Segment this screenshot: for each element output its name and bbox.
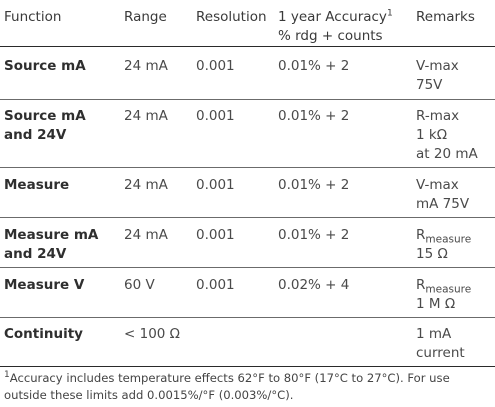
- header-accuracy-footnote-marker: 1: [386, 8, 393, 19]
- row-range: 60 V: [124, 277, 155, 293]
- row-divider: [0, 167, 495, 168]
- table-header: Function Range Resolution 1 year Accurac…: [0, 0, 495, 46]
- row-function: Measure V: [4, 277, 85, 293]
- header-accuracy-units: % rdg + counts: [278, 28, 383, 44]
- header-range: Range: [124, 9, 167, 25]
- row-range: 24 mA: [124, 108, 168, 124]
- row-function: Measure: [4, 177, 70, 193]
- row-range: 24 mA: [124, 58, 168, 74]
- header-resolution: Resolution: [196, 9, 267, 25]
- footnote-text-line1: Accuracy includes temperature effects 62…: [9, 371, 450, 385]
- row-remarks-line1: Rmeasure: [416, 226, 471, 245]
- row-function-line2: and 24V: [4, 246, 67, 262]
- header-accuracy-text: 1 year Accuracy: [278, 9, 387, 25]
- row-function-line2: and 24V: [4, 127, 67, 143]
- row-remarks-line1: V-max: [416, 177, 459, 193]
- row-function-line1: Measure mA: [4, 227, 99, 243]
- footnote-line1: 1Accuracy includes temperature effects 6…: [4, 370, 492, 387]
- row-divider: [0, 99, 495, 100]
- header-divider: [0, 46, 495, 47]
- row-accuracy: 0.01% + 2: [278, 108, 350, 124]
- row-remarks-line1: 1 mA: [416, 326, 452, 342]
- row-resolution: 0.001: [196, 277, 235, 293]
- header-function: Function: [4, 9, 62, 25]
- row-resolution: 0.001: [196, 58, 235, 74]
- remarks-r-symbol: R: [416, 227, 426, 243]
- row-accuracy: 0.01% + 2: [278, 227, 350, 243]
- row-remarks-line2: current: [416, 345, 465, 361]
- row-remarks-line3: at 20 mA: [416, 146, 478, 162]
- row-remarks-line2: 75V: [416, 77, 443, 93]
- row-divider: [0, 267, 495, 268]
- remarks-r-symbol: R: [416, 277, 426, 293]
- row-remarks-line1: V-max: [416, 58, 459, 74]
- row-remarks-line1: Rmeasure: [416, 276, 471, 295]
- header-accuracy: 1 year Accuracy1: [278, 8, 393, 27]
- row-accuracy: 0.01% + 2: [278, 58, 350, 74]
- footnote: 1Accuracy includes temperature effects 6…: [4, 370, 492, 404]
- row-resolution: 0.001: [196, 108, 235, 124]
- remarks-subscript: measure: [425, 233, 472, 246]
- row-remarks-line1: R-max: [416, 108, 460, 124]
- row-remarks-line2: 1 M Ω: [416, 296, 456, 312]
- row-resolution: 0.001: [196, 177, 235, 193]
- row-function-line1: Source mA: [4, 108, 86, 124]
- row-divider: [0, 217, 495, 218]
- row-remarks-line2: 1 kΩ: [416, 127, 448, 143]
- row-accuracy: 0.01% + 2: [278, 177, 350, 193]
- row-resolution: 0.001: [196, 227, 235, 243]
- row-remarks-line2: mA 75V: [416, 196, 470, 212]
- row-function: Source mA: [4, 58, 86, 74]
- row-accuracy: 0.02% + 4: [278, 277, 350, 293]
- row-range: 24 mA: [124, 227, 168, 243]
- row-remarks-line2: 15 Ω: [416, 246, 448, 262]
- row-range: < 100 Ω: [124, 326, 180, 342]
- footnote-line2: outside these limits add 0.0015%/°F (0.0…: [4, 388, 294, 402]
- footnote-marker: 1: [4, 370, 10, 381]
- row-range: 24 mA: [124, 177, 168, 193]
- remarks-subscript: measure: [425, 283, 472, 296]
- row-function: Continuity: [4, 326, 83, 342]
- table-bottom-rule: [0, 366, 495, 367]
- header-remarks: Remarks: [416, 9, 475, 25]
- row-divider: [0, 317, 495, 318]
